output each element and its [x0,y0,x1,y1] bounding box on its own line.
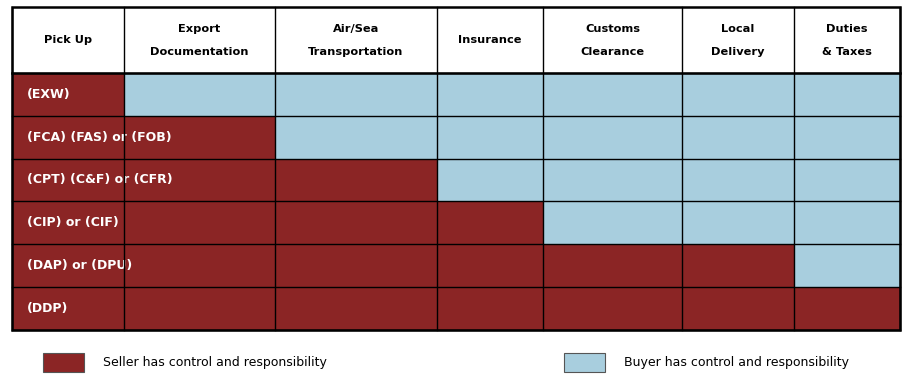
Bar [543,159,681,201]
Text: Clearance: Clearance [580,47,644,57]
Text: & Taxes: & Taxes [821,47,871,57]
Bar [12,7,899,73]
Bar [436,287,543,330]
Text: Export: Export [178,24,220,34]
Bar [793,287,899,330]
Bar [681,159,793,201]
Bar [436,73,543,116]
Bar [123,73,274,116]
Bar [436,244,543,287]
Bar [123,201,274,244]
Text: Pick Up: Pick Up [44,35,92,45]
Bar [681,287,793,330]
Bar [274,244,436,287]
Bar [274,287,436,330]
Bar [543,287,681,330]
Bar [681,244,793,287]
Bar [12,159,123,201]
Text: (FCA) (FAS) or (FOB): (FCA) (FAS) or (FOB) [26,131,171,144]
Text: Local: Local [721,24,753,34]
Text: Buyer has control and responsibility: Buyer has control and responsibility [623,356,847,369]
Bar [436,116,543,159]
Bar [123,116,274,159]
Bar [793,159,899,201]
Bar [123,159,274,201]
Text: Air/Sea: Air/Sea [333,24,379,34]
Bar [543,73,681,116]
Text: Customs: Customs [585,24,640,34]
Text: (EXW): (EXW) [26,88,70,101]
Text: Duties: Duties [825,24,867,34]
Text: Insurance: Insurance [458,35,521,45]
Bar [681,73,793,116]
Bar [436,159,543,201]
Bar [274,201,436,244]
Bar [543,116,681,159]
Bar [274,116,436,159]
Text: (DAP) or (DPU): (DAP) or (DPU) [26,259,132,272]
Text: Seller has control and responsibility: Seller has control and responsibility [103,356,326,369]
Bar [12,7,899,330]
Bar [274,73,436,116]
Bar [681,116,793,159]
Bar [12,244,123,287]
Bar [793,116,899,159]
Bar [543,244,681,287]
Bar [12,116,123,159]
Bar [793,73,899,116]
Bar [274,159,436,201]
Text: (CIP) or (CIF): (CIP) or (CIF) [26,216,118,229]
Bar [123,287,274,330]
Bar [12,201,123,244]
Bar [12,287,123,330]
Bar [793,201,899,244]
Text: (CPT) (C&F) or (CFR): (CPT) (C&F) or (CFR) [26,173,172,187]
Bar [436,201,543,244]
Bar [563,353,604,372]
Text: Delivery: Delivery [711,47,763,57]
Bar [543,201,681,244]
Bar [793,244,899,287]
Text: Transportation: Transportation [308,47,403,57]
Text: Documentation: Documentation [149,47,248,57]
Bar [44,353,84,372]
Text: (DDP): (DDP) [26,302,68,315]
Bar [123,244,274,287]
Bar [12,73,123,116]
Bar [681,201,793,244]
